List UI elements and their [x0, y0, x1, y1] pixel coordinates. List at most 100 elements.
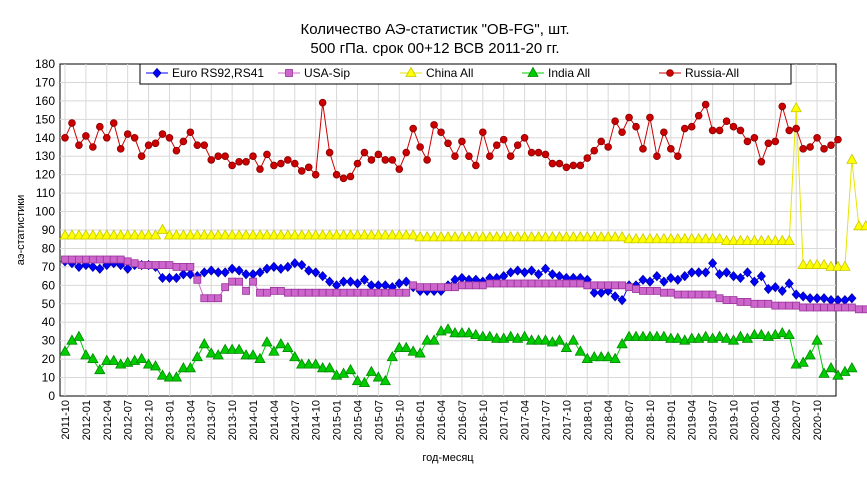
data-point: [630, 232, 642, 244]
data-point: [847, 303, 856, 312]
data-point: [679, 232, 691, 244]
data-point: [407, 345, 419, 356]
data-point: [255, 267, 265, 278]
data-point: [477, 231, 489, 242]
data-point: [651, 330, 663, 341]
x-tick-label: 2012-01: [81, 400, 93, 440]
data-point: [163, 229, 176, 240]
data-point: [330, 229, 343, 240]
legend-item: India All: [522, 66, 590, 80]
x-tick-label: 2014-07: [290, 400, 302, 440]
data-point: [128, 229, 141, 240]
data-point: [813, 133, 821, 142]
data-point: [275, 338, 287, 349]
data-point: [158, 261, 167, 269]
data-point: [261, 336, 273, 347]
y-tick-label: 120: [35, 168, 55, 182]
data-point: [359, 274, 369, 285]
data-point: [416, 143, 424, 151]
data-point: [233, 343, 245, 354]
data-point: [840, 294, 850, 306]
data-point: [471, 281, 480, 290]
x-tick-label: 2017-10: [561, 400, 573, 440]
data-point: [372, 371, 385, 382]
data-point: [102, 133, 111, 142]
data-point: [352, 278, 363, 289]
data-point: [149, 229, 162, 240]
x-tick-label: 2018-01: [582, 400, 594, 440]
data-point: [755, 234, 768, 245]
data-point: [770, 282, 780, 293]
data-point: [282, 341, 294, 352]
data-point: [728, 271, 739, 282]
data-point: [170, 371, 183, 382]
y-tick-label: 170: [35, 75, 55, 89]
data-point: [491, 332, 503, 343]
data-point: [841, 303, 849, 312]
data-point: [548, 279, 557, 288]
data-point: [151, 139, 160, 148]
legend: Euro RS92,RS41 USA-Sip China All India All R…: [146, 66, 739, 80]
data-point: [423, 156, 431, 164]
data-point: [832, 260, 844, 271]
data-point: [213, 267, 223, 278]
data-point: [109, 119, 118, 127]
x-tick-label: 2013-04: [185, 400, 197, 440]
data-point: [602, 350, 614, 362]
data-point: [463, 231, 475, 242]
data-point: [179, 262, 188, 271]
data-point: [108, 354, 120, 365]
data-point: [123, 257, 132, 266]
data-point: [325, 288, 334, 297]
data-point: [393, 229, 405, 240]
data-point: [388, 288, 397, 297]
data-point: [797, 258, 809, 269]
data-point: [484, 231, 496, 242]
data-point: [339, 288, 348, 297]
data-point: [666, 69, 674, 77]
data-point: [604, 143, 612, 151]
data-point: [75, 255, 83, 264]
x-tick-label: 2020-04: [770, 400, 782, 440]
y-tick-label: 20: [42, 352, 56, 366]
data-point: [123, 130, 132, 138]
data-point: [806, 303, 815, 312]
data-point: [665, 332, 677, 343]
data-point: [667, 145, 675, 153]
data-point: [87, 352, 99, 364]
data-point: [186, 128, 195, 137]
data-point: [485, 152, 494, 161]
data-point: [659, 276, 669, 287]
data-point: [762, 234, 775, 245]
data-point: [428, 231, 440, 242]
data-point: [853, 219, 865, 231]
data-point: [637, 232, 649, 244]
data-point: [59, 229, 71, 240]
data-point: [504, 330, 517, 341]
data-point: [367, 156, 376, 164]
data-point: [749, 276, 759, 287]
data-point: [539, 334, 552, 345]
x-tick-label: 2012-04: [102, 400, 114, 440]
x-tick-label: 2016-10: [478, 400, 490, 440]
x-tick-label: 2020-10: [812, 400, 824, 440]
data-point: [834, 303, 842, 312]
data-point: [547, 269, 557, 280]
data-point: [583, 281, 592, 290]
data-point: [263, 150, 271, 159]
data-point: [234, 265, 244, 276]
data-point: [638, 274, 648, 285]
legend-label: USA-Sip: [304, 66, 350, 80]
data-point: [449, 231, 461, 242]
data-point: [395, 165, 404, 173]
data-point: [242, 286, 250, 295]
data-point: [499, 279, 508, 288]
data-point: [423, 283, 432, 292]
x-tick-label: 2015-10: [394, 400, 406, 440]
data-point: [743, 137, 752, 146]
data-point: [108, 229, 120, 240]
data-point: [275, 229, 287, 240]
data-point: [94, 363, 106, 375]
data-point: [644, 232, 656, 244]
data-point: [323, 362, 336, 373]
